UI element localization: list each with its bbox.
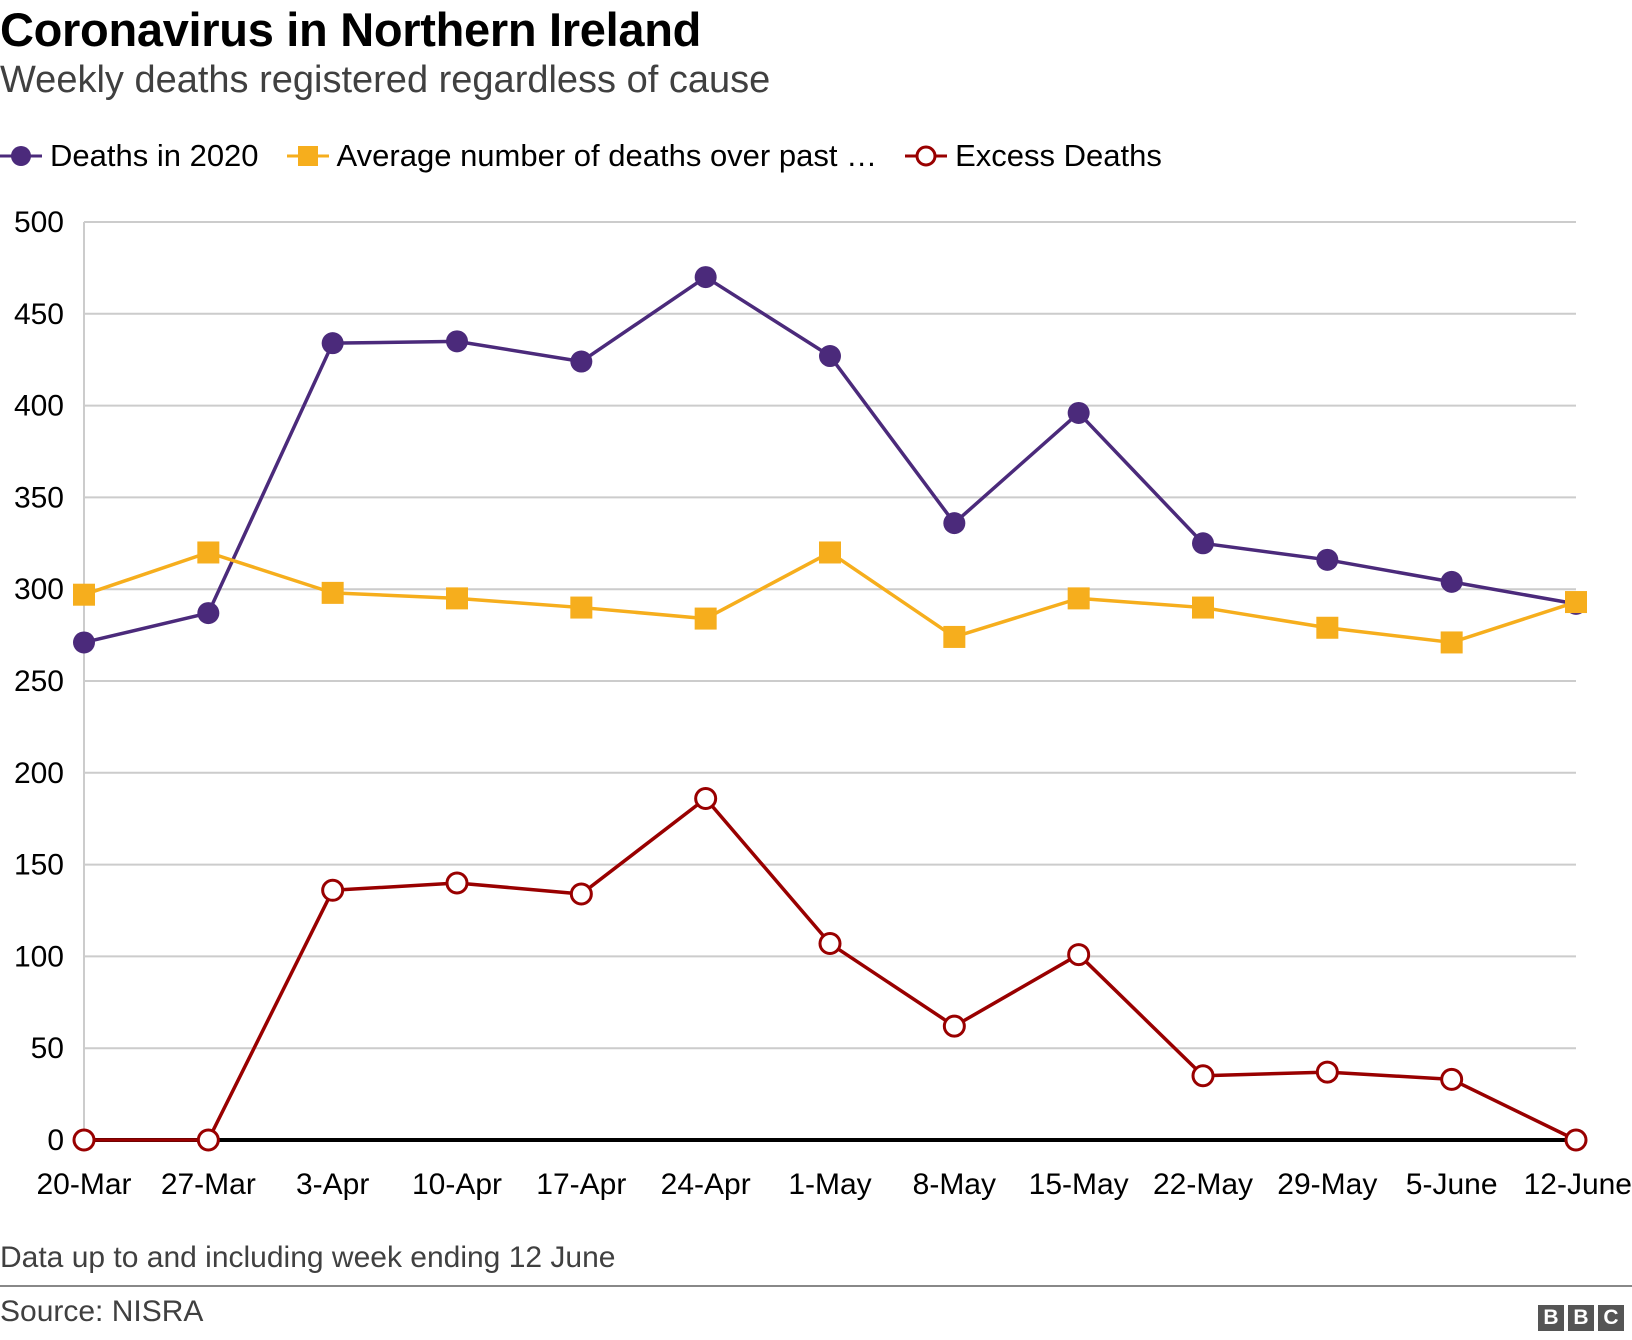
- data-point: [321, 878, 345, 902]
- series-line: [83, 275, 1577, 645]
- legend-label: Average number of deaths over past …: [336, 138, 878, 173]
- data-point: [445, 871, 469, 895]
- y-tick-label: 300: [14, 573, 64, 606]
- x-tick-label: 1-May: [788, 1168, 871, 1201]
- data-point: [446, 330, 468, 353]
- x-tick-label: 17-Apr: [536, 1168, 626, 1201]
- chart-note: Data up to and including week ending 12 …: [0, 1241, 616, 1274]
- x-tick-label: 22-May: [1153, 1168, 1253, 1201]
- data-point: [1067, 401, 1090, 424]
- x-tick-label: 29-May: [1277, 1168, 1377, 1201]
- y-tick-label: 150: [14, 849, 64, 882]
- legend-label: Excess Deaths: [955, 138, 1162, 173]
- data-point: [570, 596, 593, 619]
- data-point: [942, 1014, 966, 1038]
- data-point: [1192, 596, 1214, 619]
- data-point: [694, 266, 717, 289]
- data-point: [1192, 532, 1214, 555]
- legend-marker-filled-circle-icon: [0, 146, 42, 166]
- data-point: [72, 1128, 96, 1152]
- data-point: [196, 1128, 220, 1152]
- y-tick-label: 350: [14, 481, 64, 514]
- line-chart: 0 50 100 150 200 250 300 350 400 450 500 20-Mar 27-M…: [14, 206, 1632, 1201]
- y-tick-label: 400: [14, 390, 64, 423]
- data-point: [197, 602, 220, 625]
- x-tick-label: 12-June: [1524, 1168, 1632, 1201]
- legend-label: Deaths in 2020: [50, 138, 259, 173]
- data-point: [1067, 943, 1091, 967]
- bbc-logo: B B C: [1534, 1305, 1624, 1331]
- data-point: [73, 631, 95, 654]
- x-tick-label: 3-Apr: [296, 1168, 369, 1201]
- data-point: [1440, 631, 1463, 654]
- data-point: [570, 350, 593, 373]
- y-tick-label: 200: [14, 757, 64, 790]
- x-tick-label: 8-May: [913, 1168, 996, 1201]
- data-point: [819, 541, 841, 564]
- y-tick-label: 250: [14, 665, 64, 698]
- data-point: [694, 787, 718, 811]
- data-point: [321, 581, 344, 604]
- data-point: [446, 587, 468, 610]
- chart-legend: Deaths in 2020 Average number of deaths …: [0, 134, 1190, 178]
- chart-title: Coronavirus in Northern Ireland: [0, 3, 702, 56]
- data-point: [569, 882, 593, 906]
- legend-marker-filled-square-icon: [286, 146, 329, 166]
- data-point: [321, 332, 344, 355]
- data-point: [1191, 1064, 1215, 1088]
- data-point: [819, 345, 841, 368]
- legend-item-excess-deaths: Excess Deaths: [905, 138, 1162, 174]
- y-tick-label: 500: [14, 206, 64, 239]
- y-tick-label: 0: [47, 1124, 64, 1157]
- y-tick-label: 50: [31, 1032, 64, 1065]
- x-tick-label: 20-Mar: [36, 1168, 131, 1201]
- footer-divider: [0, 1285, 1632, 1287]
- legend-item-average-deaths: Average number of deaths over past …: [286, 138, 878, 174]
- x-tick-label: 15-May: [1029, 1168, 1129, 1201]
- x-tick-label: 10-Apr: [412, 1168, 502, 1201]
- data-point: [818, 932, 842, 956]
- data-point: [1067, 587, 1090, 610]
- data-point: [1315, 1060, 1339, 1084]
- chart-subtitle: Weekly deaths registered regardless of c…: [0, 59, 771, 101]
- legend-item-deaths-2020: Deaths in 2020: [0, 138, 259, 174]
- data-point: [694, 607, 717, 630]
- data-point: [1316, 548, 1339, 571]
- source-credit: Source: NISRA: [0, 1295, 204, 1328]
- bbc-logo-letter: B: [1568, 1305, 1594, 1331]
- legend-marker-open-circle-icon: [905, 145, 948, 167]
- x-tick-label: 5-June: [1406, 1168, 1498, 1201]
- bbc-logo-letter: B: [1538, 1305, 1564, 1331]
- data-point: [1316, 616, 1339, 639]
- series-line: [84, 796, 1577, 1142]
- y-tick-label: 450: [14, 298, 64, 331]
- data-point: [1565, 591, 1587, 614]
- data-point: [943, 512, 966, 535]
- data-point: [1564, 1128, 1588, 1152]
- data-point: [73, 583, 95, 606]
- data-point: [1440, 570, 1463, 593]
- x-tick-label: 24-Apr: [661, 1168, 751, 1201]
- bbc-logo-letter: C: [1598, 1305, 1624, 1331]
- x-tick-label: 27-Mar: [161, 1168, 256, 1201]
- y-tick-label: 100: [14, 940, 64, 973]
- data-point: [1440, 1067, 1464, 1091]
- data-point: [197, 541, 220, 564]
- data-point: [943, 625, 966, 648]
